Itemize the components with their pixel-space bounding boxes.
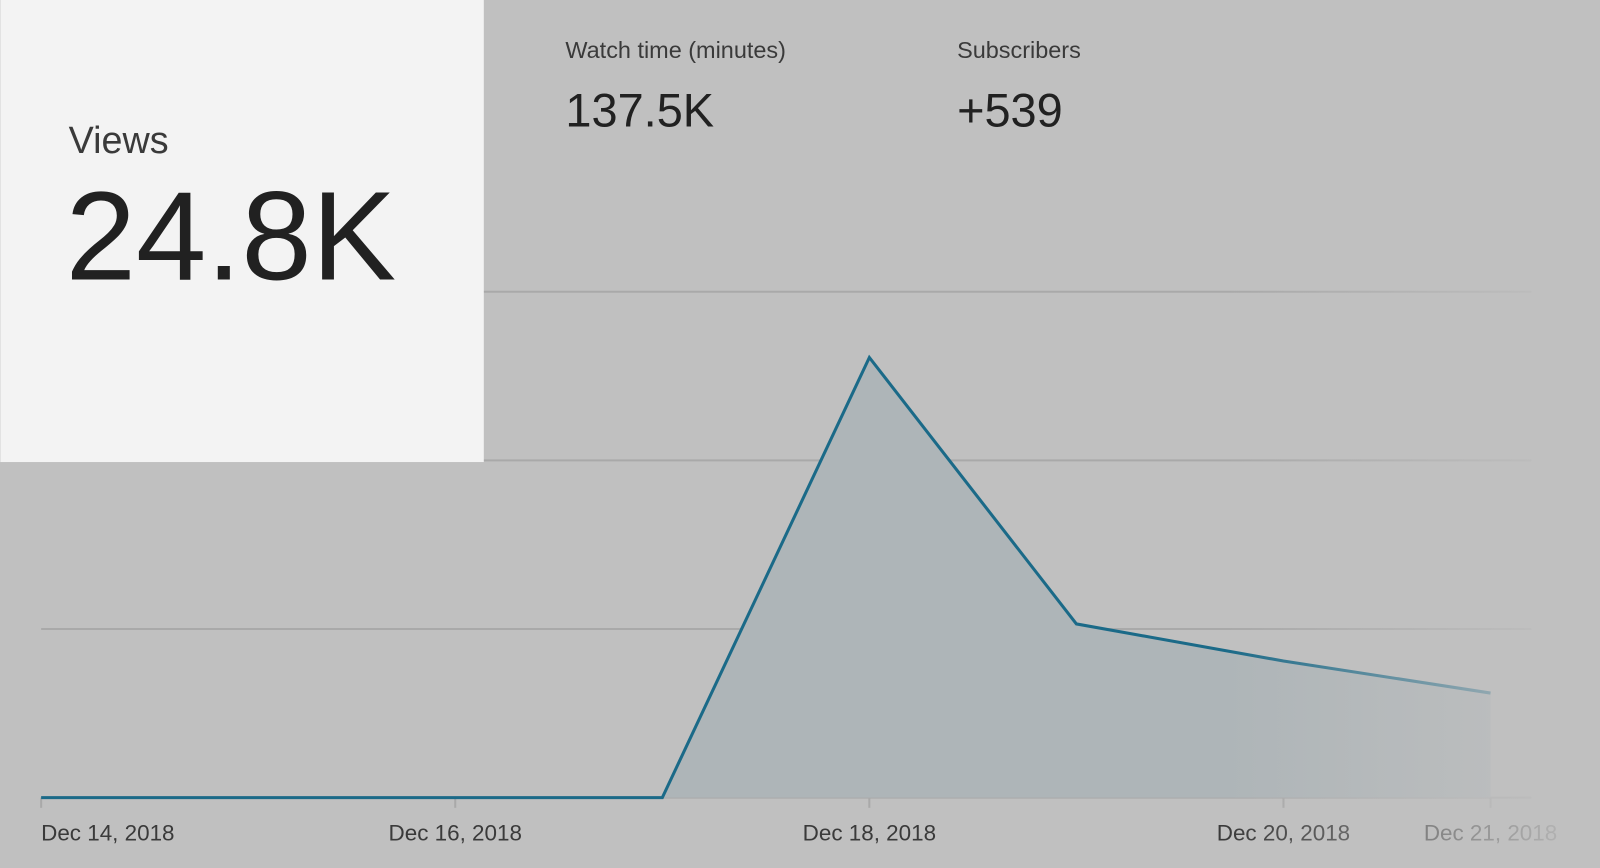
metric-value: 137.5K (565, 84, 714, 136)
metric-label[interactable]: Watch time (minutes) (565, 37, 786, 63)
metric-label: Views (69, 119, 169, 161)
x-tick-label: Dec 14, 2018 (41, 820, 174, 845)
x-tick-label: Dec 16, 2018 (389, 820, 522, 845)
metric-value: +539 (957, 84, 1063, 136)
metric-value: 24.8K (66, 165, 397, 306)
fade-overlay (1224, 275, 1600, 868)
x-tick-label: Dec 18, 2018 (803, 820, 936, 845)
views-card[interactable] (0, 0, 484, 463)
metric-label[interactable]: Subscribers (957, 37, 1081, 63)
